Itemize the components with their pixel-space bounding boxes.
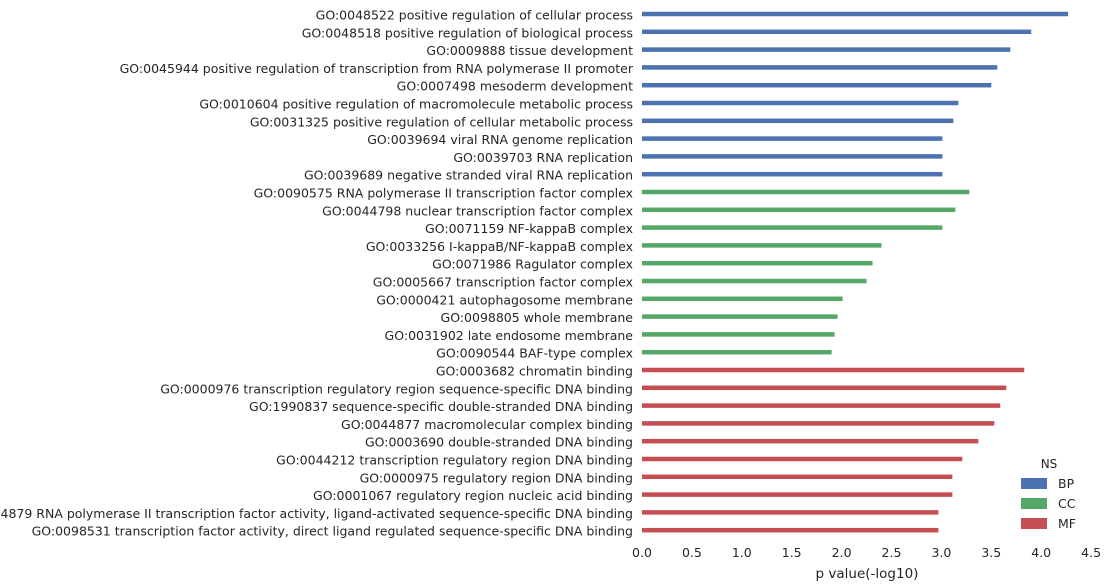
category-label: GO:0090575 RNA polymerase II transcripti…	[254, 186, 633, 201]
bar-bp	[642, 100, 959, 106]
bar-bp	[642, 82, 992, 88]
bar-mf	[642, 403, 1001, 408]
category-label: GO:0031325 positive regulation of cellul…	[250, 114, 633, 129]
category-label: GO:1990837 sequence-specific double-stra…	[249, 399, 633, 414]
category-label: GO:0000421 autophagosome membrane	[376, 292, 633, 307]
category-label: GO:0071986 Ragulator complex	[432, 257, 633, 272]
bar-cc	[642, 296, 843, 302]
category-label: GO:0010604 positive regulation of macrom…	[199, 97, 633, 112]
bar-cc	[642, 314, 838, 319]
bar-cc	[642, 207, 956, 213]
category-labels: GO:0048522 positive regulation of cellul…	[0, 8, 634, 539]
bar-bp	[642, 11, 1069, 17]
legend-label-mf: MF	[1058, 516, 1076, 531]
category-label: GO:0071159 NF-kappaB complex	[425, 221, 633, 236]
legend-swatch-bp	[1021, 478, 1047, 489]
legend-label-cc: CC	[1058, 496, 1076, 511]
x-tick-label: 3.0	[931, 545, 951, 560]
category-label: GO:0048518 positive regulation of biolog…	[302, 25, 633, 40]
legend-swatch-mf	[1021, 518, 1047, 529]
bar-cc	[642, 189, 970, 195]
x-tick-label: 1.0	[732, 545, 752, 560]
x-tick-label: 0.5	[682, 545, 702, 560]
category-label: GO:0005667 transcription factor complex	[373, 275, 633, 290]
category-label: GO:0000975 regulatory region DNA binding	[360, 470, 633, 485]
x-tick-label: 2.5	[882, 545, 902, 560]
bar-cc	[642, 332, 835, 337]
x-tick-label: 4.5	[1081, 545, 1101, 560]
x-tick-label: 2.0	[832, 545, 852, 560]
category-label: GO:0009888 tissue development	[426, 43, 633, 58]
category-label: GO:0048522 positive regulation of cellul…	[316, 8, 633, 23]
bar-bp	[642, 118, 954, 124]
bar-cc	[642, 260, 873, 266]
category-label: GO:0001067 regulatory region nucleic aci…	[313, 488, 633, 503]
legend: NS BP CC MF	[1021, 457, 1076, 531]
x-axis-ticks: 0.0 0.5 1.0 1.5 2.0 2.5 3.0 3.5 4.0 4.5	[632, 545, 1101, 560]
category-label: GO:0031902 late endosome membrane	[385, 328, 634, 343]
bar-bp	[642, 171, 943, 177]
bar-mf	[642, 438, 979, 444]
bars-layer	[642, 11, 1069, 533]
category-label: GO:0039689 negative stranded viral RNA r…	[304, 168, 633, 183]
category-label: GO:0044798 nuclear transcription factor …	[322, 203, 633, 218]
bar-bp	[642, 136, 943, 141]
category-label: GO:0098805 whole membrane	[441, 310, 634, 325]
category-label: GO:0098531 transcription factor activity…	[32, 524, 633, 539]
category-label: GO:0045944 positive regulation of transc…	[120, 61, 634, 76]
category-label: GO:0044877 macromolecular complex bindin…	[341, 417, 633, 432]
bar-bp	[642, 154, 943, 159]
bar-cc	[642, 243, 882, 248]
legend-label-bp: BP	[1058, 476, 1075, 491]
bar-mf	[642, 474, 953, 480]
bar-cc	[642, 225, 943, 230]
bar-mf	[642, 527, 939, 533]
x-tick-label: 4.0	[1031, 545, 1051, 560]
legend-swatch-cc	[1021, 498, 1047, 509]
category-label: GO:0004879 RNA polymerase II transcripti…	[0, 506, 633, 521]
category-label: GO:0090544 BAF-type complex	[436, 346, 633, 361]
x-tick-label: 1.5	[782, 545, 802, 560]
bar-cc	[642, 349, 832, 355]
category-label: GO:0044212 transcription regulatory regi…	[276, 453, 633, 468]
bar-bp	[642, 29, 1032, 35]
category-label: GO:0003690 double-stranded DNA binding	[365, 435, 633, 450]
bar-mf	[642, 492, 953, 497]
category-label: GO:0039703 RNA replication	[453, 150, 633, 165]
category-label: GO:0000976 transcription regulatory regi…	[160, 381, 633, 396]
category-label: GO:0039694 viral RNA genome replication	[367, 132, 633, 147]
x-tick-label: 0.0	[632, 545, 652, 560]
bar-cc	[642, 278, 867, 284]
x-tick-label: 3.5	[981, 545, 1001, 560]
bar-mf	[642, 510, 939, 515]
bar-mf	[642, 385, 1007, 391]
bar-mf	[642, 367, 1025, 373]
bar-bp	[642, 47, 1011, 52]
legend-title: NS	[1041, 457, 1058, 471]
category-label: GO:0007498 mesoderm development	[397, 79, 633, 94]
bar-mf	[642, 421, 995, 426]
bar-bp	[642, 65, 998, 70]
category-label: GO:0003682 chromatin binding	[436, 364, 633, 379]
x-axis-title: p value(-log10)	[816, 566, 919, 582]
category-label: GO:0033256 I-kappaB/NF-kappaB complex	[366, 239, 633, 254]
bar-mf	[642, 456, 963, 462]
